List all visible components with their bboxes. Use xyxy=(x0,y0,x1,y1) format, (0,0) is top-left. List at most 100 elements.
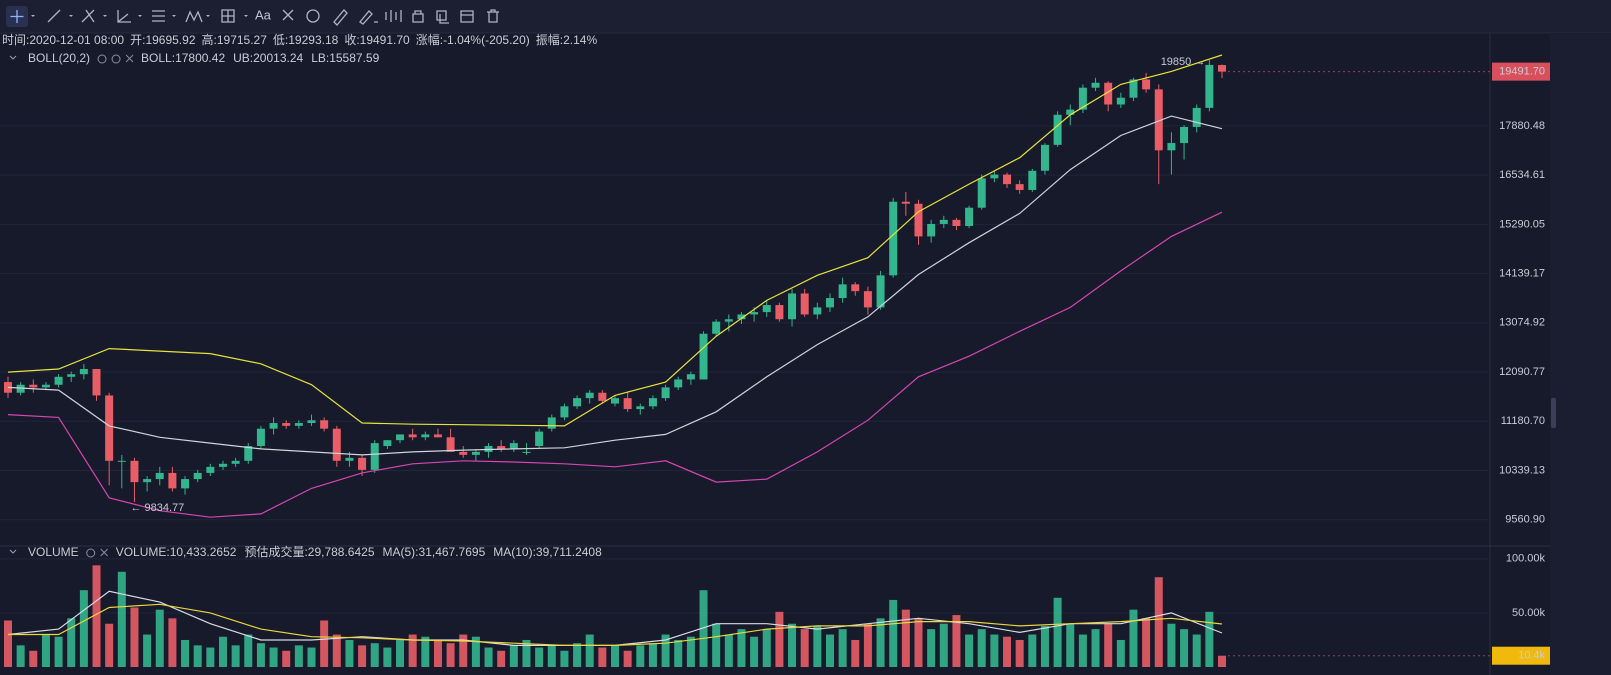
volume-bar xyxy=(1015,639,1024,667)
candle-body xyxy=(383,440,392,447)
candle-body xyxy=(965,207,974,227)
volume-bar xyxy=(446,643,455,667)
volume-bar xyxy=(825,634,834,667)
copy-tool[interactable] xyxy=(436,10,449,24)
info-text: MA(5):31,467.7695 xyxy=(383,545,486,559)
info-text: 高: xyxy=(202,32,217,47)
info-text: 2.14% xyxy=(563,33,597,47)
candle-body xyxy=(724,319,733,322)
candle-body xyxy=(294,423,303,426)
candle-body xyxy=(901,201,910,204)
candle-body xyxy=(977,178,986,208)
volume-bar xyxy=(863,623,872,667)
candle-body xyxy=(320,420,329,429)
volume-bar xyxy=(535,647,544,667)
volume-bar xyxy=(471,636,480,667)
last-volume-label: 10.4k xyxy=(1518,650,1545,662)
angle-tool[interactable] xyxy=(117,10,131,23)
candle-body xyxy=(497,446,506,449)
volume-bar xyxy=(611,645,619,667)
fib-tool[interactable] xyxy=(282,9,294,21)
candle-body xyxy=(762,305,771,313)
volume-bar xyxy=(4,620,12,667)
info-text: UB:20013.24 xyxy=(233,51,303,65)
shape-tool[interactable] xyxy=(306,9,320,23)
pen-tool[interactable] xyxy=(359,10,378,25)
y-tick-label: 50.00k xyxy=(1512,607,1546,619)
y-tick-label: 11180.70 xyxy=(1501,415,1545,427)
info-text: VOLUME:10,433.2652 xyxy=(116,545,237,559)
ruler-tool[interactable] xyxy=(333,9,348,26)
volume-bar xyxy=(396,639,405,667)
lock-tool[interactable] xyxy=(412,10,424,23)
wave-tool[interactable] xyxy=(185,10,203,23)
candle-body xyxy=(851,284,860,292)
volume-bar xyxy=(244,634,253,667)
measure-tool[interactable] xyxy=(385,10,402,22)
candle-body xyxy=(648,398,657,407)
close-icon xyxy=(100,548,109,557)
indicator-line xyxy=(7,211,1223,518)
volume-bar xyxy=(484,647,493,667)
candle-body xyxy=(370,443,379,470)
candle-body xyxy=(535,431,544,447)
volume-bar xyxy=(699,590,708,667)
volume-bar xyxy=(876,618,885,667)
volume-bar xyxy=(206,647,215,667)
multi-line-tool[interactable] xyxy=(81,9,95,23)
candle-body xyxy=(332,428,341,461)
candle-body xyxy=(1218,65,1226,72)
volume-bar xyxy=(1154,577,1163,667)
candle-body xyxy=(1028,170,1037,190)
volume-bar xyxy=(294,645,303,667)
volume-bar xyxy=(889,599,898,667)
candle-body xyxy=(256,428,265,447)
volume-bar xyxy=(16,645,25,667)
text-tool[interactable]: Aa xyxy=(255,7,272,22)
candle-body xyxy=(244,446,253,461)
parallel-tool[interactable] xyxy=(152,10,165,22)
volume-bar xyxy=(1167,623,1176,667)
candle-body xyxy=(825,298,834,308)
candle-body xyxy=(1142,79,1151,90)
candle-body xyxy=(41,384,50,388)
candle-body xyxy=(1091,82,1100,88)
volume-bar xyxy=(573,643,582,667)
calendar-tool[interactable] xyxy=(460,10,474,23)
candle-body xyxy=(952,219,961,227)
settings-icon xyxy=(111,54,121,64)
line-tool[interactable] xyxy=(47,9,61,23)
volume-bar xyxy=(497,650,506,667)
volume-bar xyxy=(623,650,632,667)
candle-body xyxy=(686,374,695,380)
volume-bar xyxy=(345,639,354,667)
price-annotation: 19850 → xyxy=(1161,56,1206,68)
candle-body xyxy=(79,368,88,375)
dropdown-arrows xyxy=(31,15,248,17)
scroll-handle[interactable] xyxy=(1551,398,1556,428)
candle-body xyxy=(788,293,797,320)
volume-bar xyxy=(320,620,329,667)
info-text: VOLUME xyxy=(28,545,79,559)
volume-bar xyxy=(952,615,961,667)
volume-bar xyxy=(67,618,76,667)
grid-tool[interactable] xyxy=(221,9,235,23)
volume-bar xyxy=(1053,597,1062,667)
volume-bar xyxy=(1104,623,1113,667)
candle-body xyxy=(1129,79,1138,98)
volume-bar xyxy=(231,645,240,667)
volume-bar xyxy=(901,609,910,667)
volume-bar xyxy=(598,647,607,667)
volume-bar xyxy=(370,643,379,667)
toolbar xyxy=(0,0,1611,33)
indicator-line xyxy=(8,603,1223,646)
volume-bar xyxy=(762,629,771,667)
candle-body xyxy=(1192,107,1201,127)
candle-body xyxy=(421,434,430,438)
info-text: 19293.18 xyxy=(288,33,338,47)
candle-body xyxy=(1078,87,1087,110)
candle-body xyxy=(459,451,468,455)
indicator-line xyxy=(7,54,1223,427)
delete-tool[interactable] xyxy=(487,9,499,23)
